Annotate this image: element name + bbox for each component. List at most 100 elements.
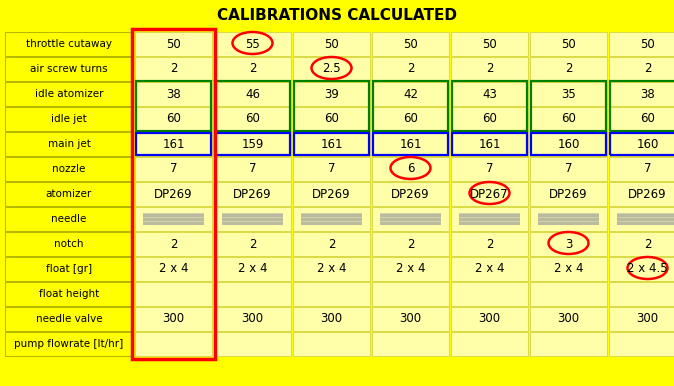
Bar (609, 282, 674, 306)
Bar (5, 157, 133, 181)
Bar (372, 332, 449, 356)
Bar (530, 257, 607, 281)
Bar (214, 257, 291, 281)
Bar (5, 107, 133, 131)
Text: 2 x 4: 2 x 4 (396, 262, 425, 276)
Text: 60: 60 (403, 112, 418, 125)
Bar (293, 32, 370, 56)
Bar (301, 213, 362, 225)
Bar (214, 182, 291, 206)
Bar (451, 257, 528, 281)
Bar (293, 107, 370, 131)
Bar (372, 307, 449, 331)
Bar (609, 332, 674, 356)
Bar (293, 332, 370, 356)
Bar (617, 218, 674, 221)
Bar (301, 214, 362, 217)
Bar (214, 157, 291, 181)
Text: 60: 60 (324, 112, 339, 125)
Bar (135, 107, 212, 131)
Text: DP269: DP269 (154, 188, 193, 200)
Text: 2 x 4: 2 x 4 (474, 262, 504, 276)
Text: idle atomizer: idle atomizer (35, 89, 103, 99)
Bar (372, 107, 449, 131)
Bar (143, 218, 204, 221)
Text: 3: 3 (565, 237, 572, 251)
Text: 35: 35 (561, 88, 576, 100)
Bar (530, 107, 607, 131)
Bar (301, 218, 362, 221)
Bar (609, 257, 674, 281)
Text: 300: 300 (557, 313, 580, 325)
Bar (372, 57, 449, 81)
Text: 300: 300 (162, 313, 185, 325)
Bar (135, 207, 212, 231)
Bar (452, 81, 527, 131)
Bar (5, 307, 133, 331)
Bar (214, 57, 291, 81)
Text: 160: 160 (636, 137, 658, 151)
Bar (222, 218, 283, 221)
Bar (5, 32, 133, 56)
Bar (610, 81, 674, 131)
Bar (609, 232, 674, 256)
Bar (372, 157, 449, 181)
Text: 7: 7 (644, 163, 651, 176)
Bar (135, 257, 212, 281)
Text: 50: 50 (403, 37, 418, 51)
Bar (609, 132, 674, 156)
Text: CALIBRATIONS CALCULATED: CALIBRATIONS CALCULATED (217, 8, 457, 24)
Bar (372, 182, 449, 206)
Bar (538, 222, 599, 225)
Bar (5, 57, 133, 81)
Bar (135, 182, 212, 206)
Text: 50: 50 (324, 37, 339, 51)
Bar (451, 307, 528, 331)
Bar (294, 133, 369, 155)
Text: 300: 300 (320, 313, 342, 325)
Bar (617, 214, 674, 217)
Bar (293, 132, 370, 156)
Text: air screw turns: air screw turns (30, 64, 108, 74)
Bar (609, 107, 674, 131)
Bar (301, 222, 362, 225)
Bar (5, 332, 133, 356)
Text: 38: 38 (640, 88, 655, 100)
Bar (214, 207, 291, 231)
Bar (372, 207, 449, 231)
Bar (530, 307, 607, 331)
Bar (214, 82, 291, 106)
Bar (531, 81, 606, 131)
Text: 38: 38 (166, 88, 181, 100)
Text: 2: 2 (170, 63, 177, 76)
Bar (372, 282, 449, 306)
Text: 6: 6 (406, 163, 415, 176)
Bar (617, 213, 674, 225)
Text: 50: 50 (640, 37, 655, 51)
Bar (617, 222, 674, 225)
Bar (293, 257, 370, 281)
Bar (132, 29, 215, 359)
Bar (135, 32, 212, 56)
Bar (135, 232, 212, 256)
Text: 7: 7 (170, 163, 177, 176)
Text: 2: 2 (644, 63, 651, 76)
Bar (380, 222, 441, 225)
Text: 2 x 4: 2 x 4 (159, 262, 188, 276)
Bar (222, 213, 283, 225)
Text: 2: 2 (249, 237, 256, 251)
Bar (293, 307, 370, 331)
Bar (5, 207, 133, 231)
Bar (222, 214, 283, 217)
Bar (5, 282, 133, 306)
Text: 161: 161 (320, 137, 343, 151)
Text: 7: 7 (486, 163, 493, 176)
Bar (135, 82, 212, 106)
Bar (530, 157, 607, 181)
Bar (214, 107, 291, 131)
Text: needle valve: needle valve (36, 314, 102, 324)
Text: DP269: DP269 (391, 188, 430, 200)
Bar (530, 182, 607, 206)
Text: 300: 300 (636, 313, 658, 325)
Bar (214, 307, 291, 331)
